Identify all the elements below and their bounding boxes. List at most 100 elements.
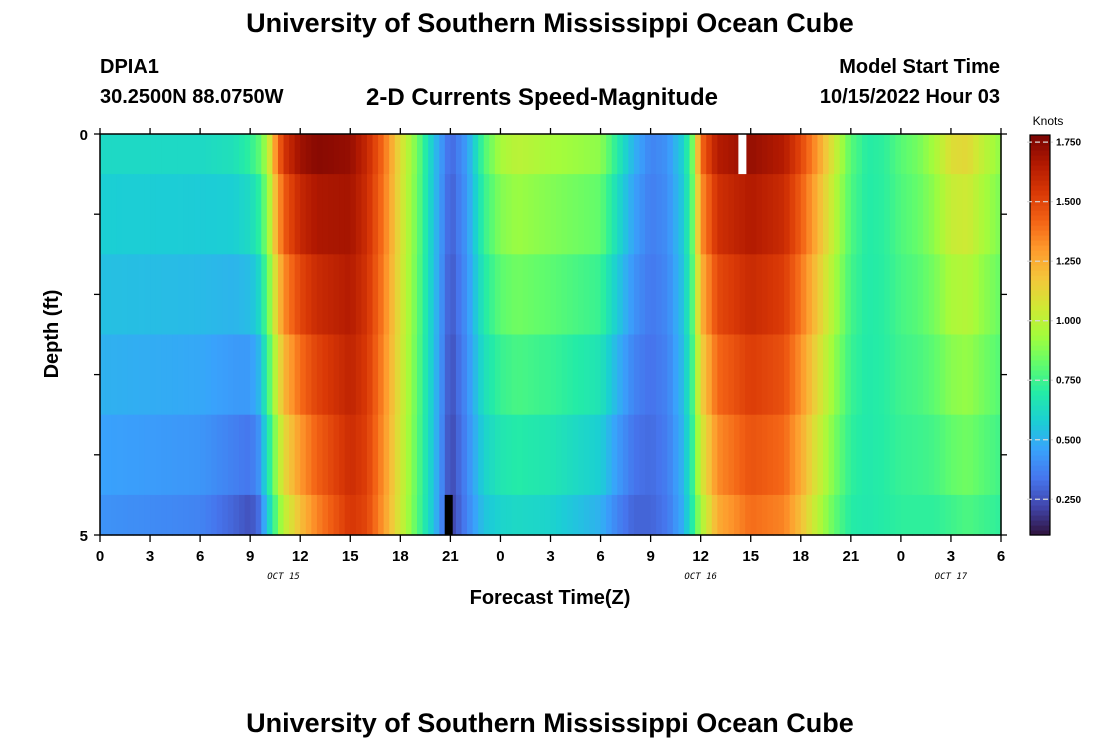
heatmap-cell: [316, 254, 324, 336]
heatmap-cell: [756, 134, 763, 175]
heatmap-cell: [455, 174, 463, 255]
chart-subtitle: 2-D Currents Speed-Magnitude: [366, 84, 719, 111]
heatmap-cell: [834, 494, 841, 536]
heatmap-cell: [834, 334, 841, 416]
heatmap-cell: [272, 334, 279, 416]
heatmap-cell: [739, 174, 746, 255]
heatmap-cell: [289, 494, 296, 536]
heatmap-cell: [183, 414, 190, 496]
heatmap-cell: [127, 174, 134, 255]
heatmap-cell: [227, 494, 235, 536]
colorbar-segment: [1030, 270, 1050, 276]
colorbar-segment: [1030, 220, 1050, 226]
x-axis-label: Forecast Time(Z): [470, 587, 631, 609]
heatmap-cell: [661, 254, 668, 336]
heatmap-cell: [956, 494, 963, 536]
heatmap-cell: [372, 414, 379, 496]
heatmap-cell: [500, 494, 507, 536]
heatmap-cell: [339, 414, 346, 496]
heatmap-cell: [122, 414, 129, 496]
heatmap-cell: [433, 174, 440, 255]
heatmap-cell: [711, 174, 718, 255]
colorbar-segment: [1030, 215, 1050, 221]
heatmap-cell: [394, 134, 401, 175]
heatmap-cell: [227, 334, 235, 416]
heatmap-cell: [594, 134, 602, 175]
heatmap-cell: [455, 134, 463, 175]
colorbar-segment: [1030, 460, 1050, 466]
heatmap-cell: [962, 414, 969, 496]
heatmap-cell: [923, 414, 930, 496]
y-axis-ticks: 05: [80, 127, 1007, 545]
colorbar-segment: [1030, 345, 1050, 351]
heatmap-cell: [311, 134, 318, 175]
heatmap-cell: [800, 174, 807, 255]
heatmap-cell: [973, 414, 980, 496]
heatmap-cell: [784, 254, 791, 336]
heatmap-cell: [100, 334, 107, 416]
heatmap-cell: [995, 254, 1002, 336]
heatmap-cell: [967, 134, 974, 175]
heatmap-cell: [266, 254, 274, 336]
heatmap-cell: [266, 414, 274, 496]
heatmap-cell: [828, 414, 835, 496]
heatmap-cell: [900, 254, 908, 336]
heatmap-cell: [784, 494, 791, 536]
heatmap-cell: [984, 494, 991, 536]
heatmap-cell: [344, 254, 351, 336]
heatmap-cell: [622, 254, 629, 336]
heatmap-cell: [867, 494, 874, 536]
heatmap-cell: [166, 334, 173, 416]
heatmap-cell: [606, 134, 613, 175]
heatmap-cell: [339, 494, 346, 536]
heatmap-cell: [756, 174, 763, 255]
heatmap-cell: [472, 334, 479, 416]
heatmap-cell: [884, 174, 891, 255]
heatmap-cell: [906, 134, 913, 175]
heatmap-cell: [144, 414, 151, 496]
heatmap-cell: [528, 414, 535, 496]
x-tick-label: 18: [792, 548, 809, 565]
heatmap-cell: [767, 254, 774, 336]
heatmap-cell: [116, 134, 123, 175]
heatmap-cell: [567, 414, 574, 496]
heatmap-cell: [389, 174, 396, 255]
heatmap-cell: [578, 414, 585, 496]
heatmap-cell: [183, 254, 190, 336]
heatmap-cell: [172, 334, 179, 416]
heatmap-cell: [567, 134, 574, 175]
heatmap-cell: [506, 254, 513, 336]
heatmap-cell: [283, 334, 290, 416]
heatmap-cell: [734, 254, 741, 336]
heatmap-cell: [483, 414, 490, 496]
heatmap-cell: [784, 334, 791, 416]
colorbar-tick-label: 1.500: [1056, 197, 1081, 208]
heatmap-cell: [489, 174, 496, 255]
heatmap-cell: [361, 494, 368, 536]
heatmap-cell: [856, 174, 863, 255]
heatmap-cell: [928, 334, 935, 416]
heatmap-cell: [561, 174, 568, 255]
heatmap-cell: [266, 494, 274, 536]
heatmap-cell: [589, 254, 596, 336]
heatmap-cell: [734, 174, 741, 255]
heatmap-cell: [767, 414, 774, 496]
heatmap-cell: [956, 174, 963, 255]
heatmap-cell: [172, 414, 179, 496]
heatmap-cell: [600, 334, 607, 416]
heatmap-cell: [895, 134, 902, 175]
heatmap-cell: [511, 174, 518, 255]
heatmap-cell: [322, 414, 329, 496]
masked-cell: [738, 134, 747, 175]
heatmap-cell: [105, 334, 112, 416]
heatmap-cell: [528, 494, 535, 536]
heatmap-cell: [900, 174, 908, 255]
heatmap-cell: [266, 134, 274, 175]
heatmap-cell: [600, 134, 607, 175]
heatmap-cell: [400, 334, 407, 416]
heatmap-cell: [884, 414, 891, 496]
heatmap-cell: [706, 494, 713, 536]
heatmap-cell: [917, 254, 924, 336]
heatmap-cell: [250, 174, 257, 255]
heatmap-cell: [144, 334, 151, 416]
